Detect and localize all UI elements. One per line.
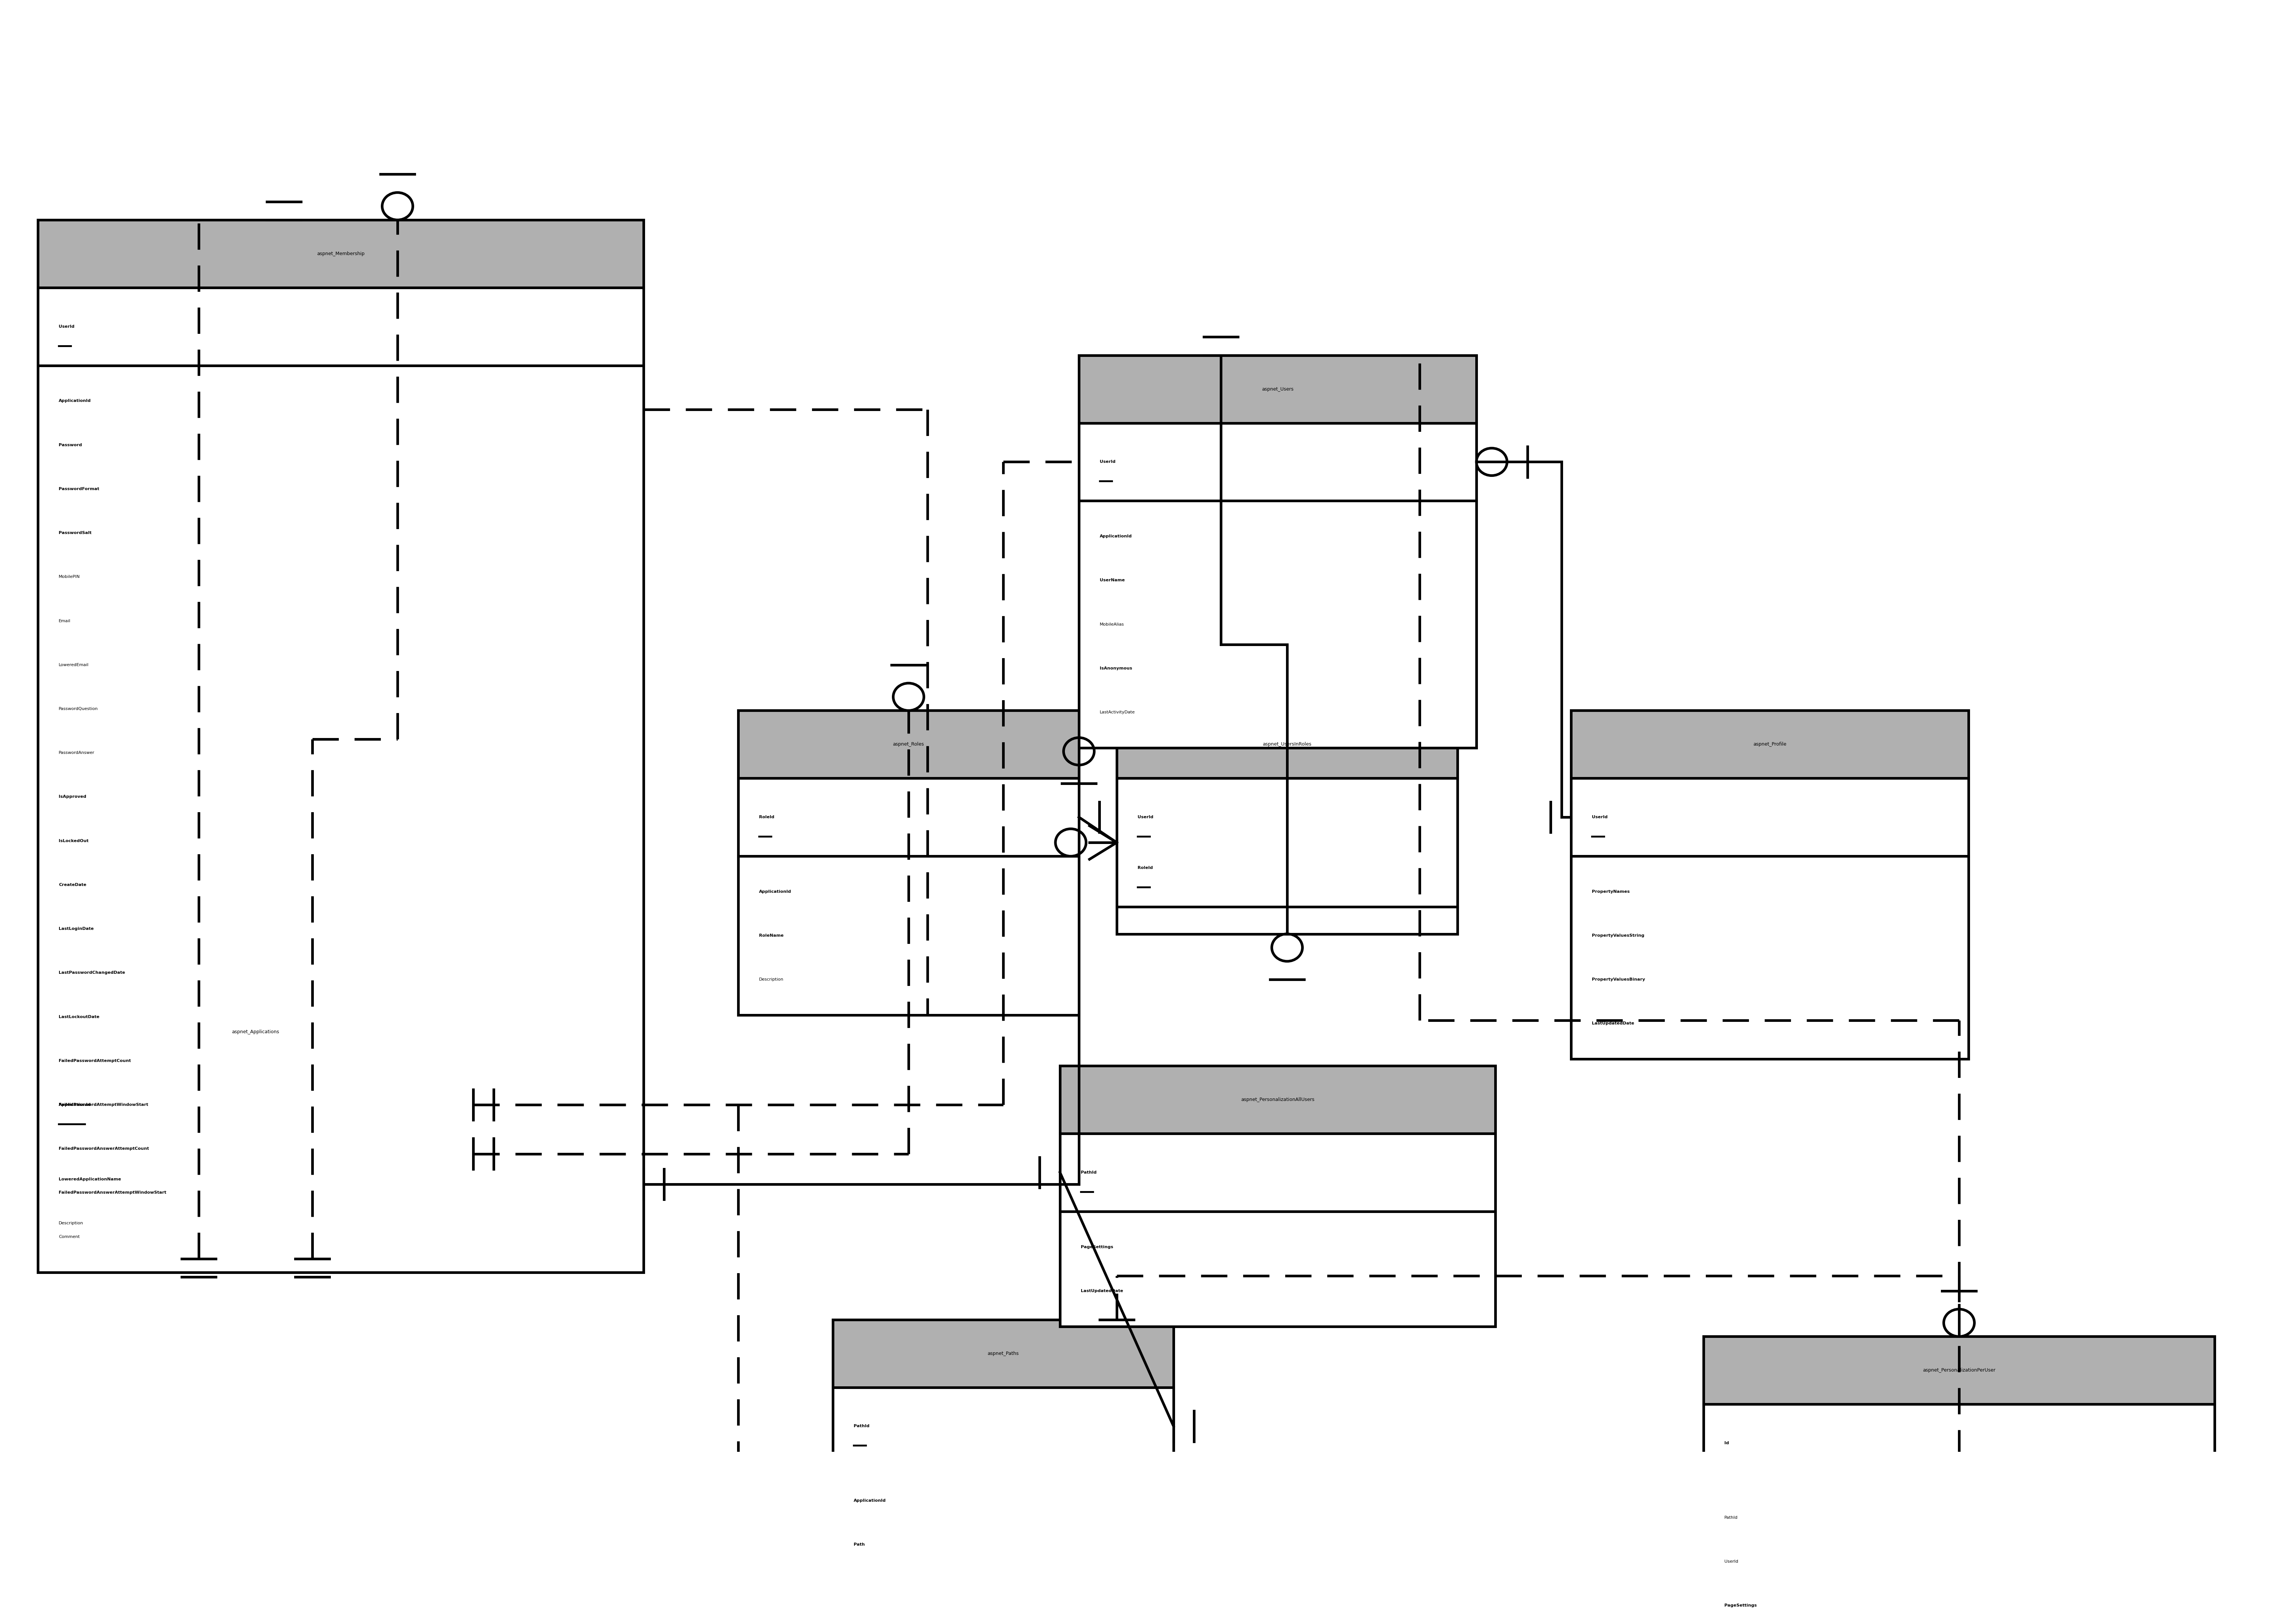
Text: ApplicationId: ApplicationId bbox=[1099, 534, 1131, 538]
Bar bbox=[1079, 500, 1476, 747]
Text: LoweredApplicationName: LoweredApplicationName bbox=[59, 1177, 121, 1181]
Text: aspnet_Profile: aspnet_Profile bbox=[1753, 742, 1787, 747]
Bar bbox=[1705, 1483, 2214, 1624]
Text: aspnet_PersonalizationAllUsers: aspnet_PersonalizationAllUsers bbox=[1241, 1098, 1314, 1103]
Text: PathId: PathId bbox=[1725, 1515, 1739, 1520]
Bar bbox=[1117, 906, 1458, 934]
Bar bbox=[1705, 1337, 2214, 1405]
Text: aspnet_Applications: aspnet_Applications bbox=[231, 1030, 279, 1034]
Bar bbox=[1060, 1134, 1494, 1212]
Text: IsApproved: IsApproved bbox=[59, 796, 87, 799]
Text: PasswordFormat: PasswordFormat bbox=[59, 487, 98, 490]
Text: FailedPasswordAttemptWindowStart: FailedPasswordAttemptWindowStart bbox=[59, 1103, 149, 1106]
Text: UserId: UserId bbox=[1138, 815, 1154, 818]
Bar bbox=[39, 365, 644, 1272]
Text: PropertyValuesString: PropertyValuesString bbox=[1593, 934, 1645, 937]
Bar bbox=[1060, 1212, 1494, 1327]
Text: aspnet_PersonalizationPerUser: aspnet_PersonalizationPerUser bbox=[1922, 1367, 1995, 1372]
Text: UserId: UserId bbox=[1725, 1559, 1739, 1564]
Bar bbox=[738, 856, 1079, 1015]
Text: Password: Password bbox=[59, 443, 82, 447]
Text: RoleId: RoleId bbox=[759, 815, 775, 818]
Text: UserId: UserId bbox=[1099, 460, 1115, 464]
Text: RoleName: RoleName bbox=[759, 934, 784, 937]
Text: aspnet_Users: aspnet_Users bbox=[1261, 387, 1293, 391]
Text: Path: Path bbox=[855, 1543, 864, 1546]
Text: LastPasswordChangedDate: LastPasswordChangedDate bbox=[59, 971, 126, 974]
Text: FailedPasswordAnswerAttemptCount: FailedPasswordAnswerAttemptCount bbox=[59, 1147, 149, 1151]
Text: ApplicationId: ApplicationId bbox=[59, 400, 91, 403]
Bar bbox=[738, 711, 1079, 778]
Text: PropertyValuesBinary: PropertyValuesBinary bbox=[1593, 978, 1645, 981]
Text: PasswordAnswer: PasswordAnswer bbox=[59, 750, 94, 755]
Bar bbox=[1060, 1065, 1494, 1134]
Text: LastLoginDate: LastLoginDate bbox=[59, 927, 94, 931]
Text: Description: Description bbox=[759, 978, 784, 981]
Bar bbox=[1117, 711, 1458, 778]
Text: UserId: UserId bbox=[59, 325, 75, 328]
Text: MobileAlias: MobileAlias bbox=[1099, 622, 1124, 627]
Text: CreateDate: CreateDate bbox=[59, 883, 87, 887]
Text: PathId: PathId bbox=[1081, 1171, 1097, 1174]
Text: UserName: UserName bbox=[1099, 578, 1124, 581]
Text: IsAnonymous: IsAnonymous bbox=[1099, 666, 1131, 671]
Text: LoweredEmail: LoweredEmail bbox=[59, 663, 89, 667]
Text: Email: Email bbox=[59, 619, 71, 622]
Text: Id: Id bbox=[1725, 1440, 1730, 1445]
Text: PasswordSalt: PasswordSalt bbox=[59, 531, 91, 534]
Text: LastUpdatedDate: LastUpdatedDate bbox=[1593, 1021, 1634, 1025]
Text: LastActivityDate: LastActivityDate bbox=[1099, 710, 1136, 715]
Text: UserId: UserId bbox=[1593, 815, 1609, 818]
Bar bbox=[738, 778, 1079, 856]
Text: ApplicationId: ApplicationId bbox=[759, 890, 791, 893]
Bar bbox=[1572, 778, 1967, 856]
Bar bbox=[832, 1465, 1174, 1580]
Text: LastLockoutDate: LastLockoutDate bbox=[59, 1015, 101, 1018]
Bar bbox=[39, 1143, 473, 1259]
Bar bbox=[39, 999, 473, 1065]
Text: aspnet_Paths: aspnet_Paths bbox=[987, 1351, 1019, 1356]
Text: Description: Description bbox=[59, 1221, 82, 1224]
Text: PasswordQuestion: PasswordQuestion bbox=[59, 706, 98, 711]
Bar bbox=[39, 1065, 473, 1143]
Bar bbox=[832, 1320, 1174, 1387]
Text: MobilePIN: MobilePIN bbox=[59, 575, 80, 578]
Bar bbox=[832, 1387, 1174, 1465]
Bar bbox=[1079, 422, 1476, 500]
Bar bbox=[1572, 711, 1967, 778]
Bar bbox=[1572, 856, 1967, 1059]
Bar bbox=[1117, 778, 1458, 906]
Text: aspnet_Membership: aspnet_Membership bbox=[318, 252, 366, 257]
Text: FailedPasswordAnswerAttemptWindowStart: FailedPasswordAnswerAttemptWindowStart bbox=[59, 1190, 167, 1195]
Text: LastUpdatedDate: LastUpdatedDate bbox=[1081, 1289, 1124, 1293]
Bar bbox=[1705, 1405, 2214, 1483]
Text: FailedPasswordAttemptCount: FailedPasswordAttemptCount bbox=[59, 1059, 130, 1062]
Text: PageSettings: PageSettings bbox=[1725, 1603, 1757, 1608]
Text: PathId: PathId bbox=[855, 1424, 871, 1427]
Text: Comment: Comment bbox=[59, 1234, 80, 1239]
Bar bbox=[39, 287, 644, 365]
Bar bbox=[1079, 356, 1476, 422]
Text: RoleId: RoleId bbox=[1138, 866, 1154, 870]
Text: ApplicationId: ApplicationId bbox=[855, 1499, 887, 1502]
Text: ApplicationId: ApplicationId bbox=[59, 1103, 91, 1106]
Text: PageSettings: PageSettings bbox=[1081, 1246, 1113, 1249]
Text: PropertyNames: PropertyNames bbox=[1593, 890, 1629, 893]
Text: aspnet_UsersInRoles: aspnet_UsersInRoles bbox=[1264, 742, 1312, 747]
Text: aspnet_Roles: aspnet_Roles bbox=[893, 742, 923, 747]
Bar bbox=[39, 219, 644, 287]
Text: IsLockedOut: IsLockedOut bbox=[59, 840, 89, 843]
